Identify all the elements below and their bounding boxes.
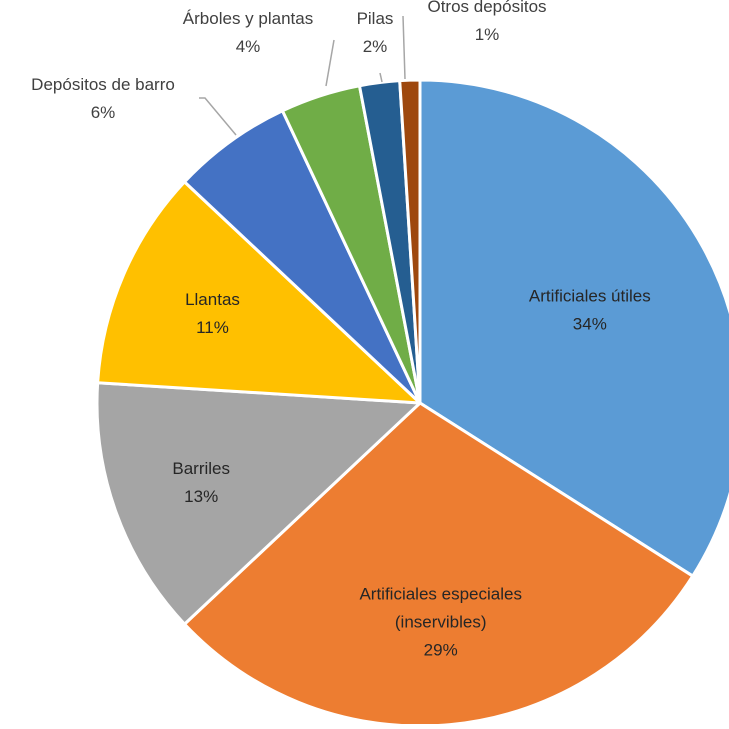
slice-label: Depósitos de barro 6% (31, 75, 175, 122)
pie-slice (418, 78, 729, 578)
data-labels-layer: Artificiales útiles 34% Artificiales espec… (31, 0, 651, 660)
leader-line (379, 72, 383, 83)
slice-label: Llantas 11% (185, 290, 240, 337)
pie-slice (183, 109, 422, 405)
leader-line (199, 97, 237, 136)
slice-category-label: Depósitos de barro (31, 75, 175, 94)
slice-label: Artificiales útiles 34% (529, 287, 651, 334)
slice-category-label: Árboles y plantas (183, 9, 313, 28)
pie-slice (95, 381, 422, 626)
slice-label: Otros depósitos 1% (427, 0, 546, 44)
slice-label: Artificiales especiales (inservibles) 29% (359, 585, 522, 660)
slice-percent-label: 11% (196, 318, 229, 337)
slice-label: Pilas 2% (357, 9, 394, 56)
slice-category-label: Otros depósitos (427, 0, 546, 16)
slice-category-label: Artificiales especiales (359, 585, 522, 604)
slice-category-label: Barriles (172, 459, 230, 478)
slice-percent-label: 13% (184, 487, 218, 506)
slice-percent-label: 4% (236, 37, 261, 56)
slice-percent-label: 29% (424, 641, 458, 660)
slice-label: Árboles y plantas 4% (183, 9, 313, 56)
slice-category-label: Pilas (357, 9, 394, 28)
slice-percent-label: 34% (573, 315, 607, 334)
leader-lines-layer (199, 15, 406, 136)
slices-layer (95, 78, 729, 728)
slice-percent-label: 2% (363, 37, 388, 56)
slice-label: Barriles 13% (172, 459, 230, 506)
slice-category-label: Artificiales útiles (529, 287, 651, 306)
leader-line (325, 39, 335, 87)
slice-category-label: (inservibles) (395, 613, 487, 632)
pie-slice (96, 180, 422, 405)
slice-percent-label: 1% (475, 25, 500, 44)
pie-slice (398, 78, 422, 405)
leader-line (402, 15, 406, 80)
slice-percent-label: 6% (91, 103, 116, 122)
slice-category-label: Llantas (185, 290, 240, 309)
